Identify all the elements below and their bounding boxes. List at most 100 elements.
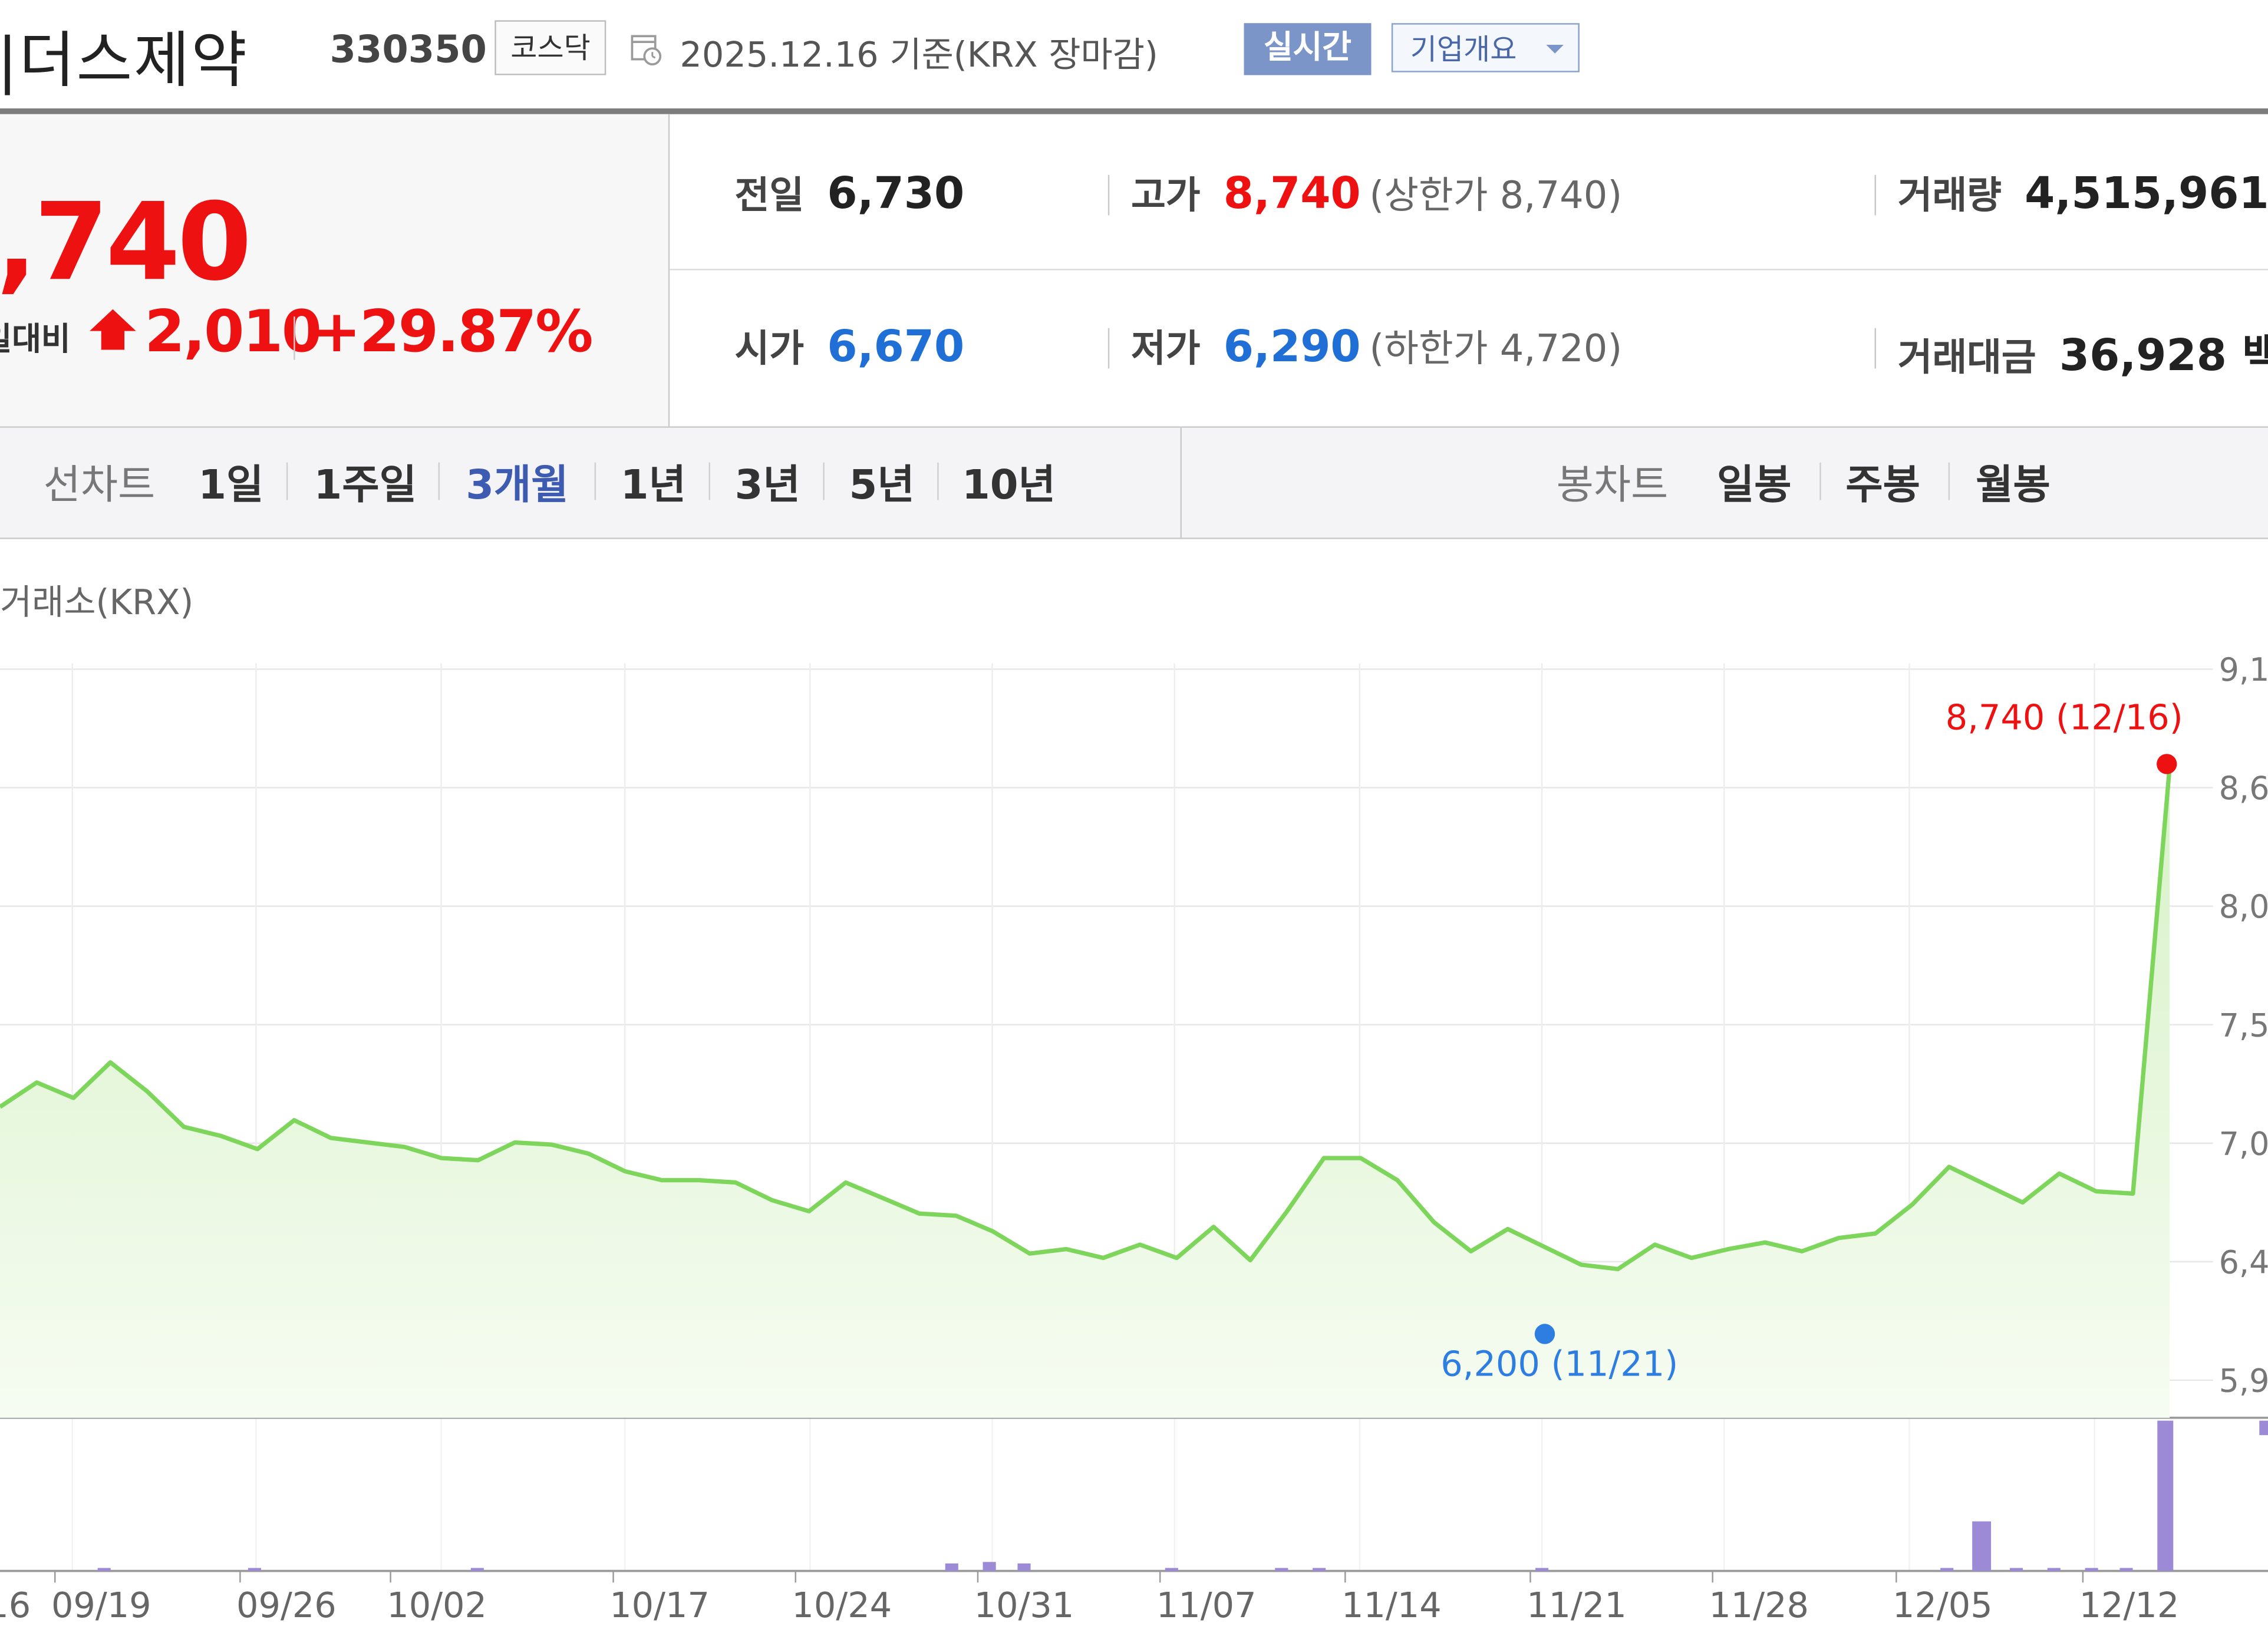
candle-chart-label: 봉차트 xyxy=(1556,461,1669,509)
stat-separator xyxy=(1874,174,1876,216)
line-chart-label: 선차트 xyxy=(43,461,156,509)
change-label: 일대비 xyxy=(0,322,71,359)
realtime-button[interactable]: 실시간 xyxy=(1244,23,1372,75)
volume-bar xyxy=(1165,1568,1178,1571)
chevron-down-icon xyxy=(1546,45,1564,54)
price-chart: 9,1 8,6 8,0 7,5 7,0 6,4 5,9 8,740 (12/16) 6,200 … xyxy=(0,651,2268,1625)
x-tick-label: 10/17 xyxy=(609,1585,710,1625)
tab-10y[interactable]: 10년 xyxy=(961,461,1056,509)
low-price: 저가 6,290 (하한가 4,720) xyxy=(1131,319,1622,373)
volume-bar xyxy=(1940,1568,1954,1571)
x-tick-label: 09/19 xyxy=(51,1585,151,1625)
volume-bar xyxy=(2259,1420,2268,1436)
x-tick-label: 10/02 xyxy=(387,1585,487,1625)
y-tick-label: 7,5 xyxy=(2219,1007,2268,1044)
volume-bar xyxy=(983,1562,996,1571)
tab-separator xyxy=(937,462,939,500)
price-summary: 8,740 일대비 2,010 +29.87% 전일6,730 고가 8,740 (… xyxy=(0,114,2268,428)
volume-bar xyxy=(2157,1420,2174,1571)
volume-bar xyxy=(2085,1568,2098,1571)
change-value: 2,010 xyxy=(144,299,322,366)
stat-separator xyxy=(1107,328,1110,369)
high-marker xyxy=(2157,754,2177,774)
tab-3m[interactable]: 3개월 xyxy=(466,461,569,509)
tab-separator xyxy=(438,462,440,500)
tab-3y[interactable]: 3년 xyxy=(734,461,800,509)
low-label: 저가 xyxy=(1131,328,1201,372)
tab-weekly-candle[interactable]: 주봉 xyxy=(1845,461,1920,509)
x-tick-label: 10/31 xyxy=(974,1585,1074,1625)
prev-close-value: 6,730 xyxy=(827,169,965,220)
tab-1y[interactable]: 1년 xyxy=(620,461,686,509)
stock-header: |더스제약 330350 코스닥 2025.12.16 기준(KRX 장마감) … xyxy=(0,0,2268,110)
price-chart-area: 거래소(KRX) 9,1 8,6 8,0 7,5 7,0 6,4 5,9 8,740 (12/… xyxy=(0,539,2268,1636)
stat-separator xyxy=(1107,174,1110,216)
y-tick-label: 8,6 xyxy=(2219,770,2268,807)
change-percent: +29.87% xyxy=(312,299,593,366)
calendar-clock-icon xyxy=(631,35,662,65)
current-price: 8,740 xyxy=(0,180,252,305)
base-date: 2025.12.16 기준(KRX 장마감) xyxy=(680,34,1158,75)
x-tick-label: 11/07 xyxy=(1156,1585,1257,1625)
tab-separator xyxy=(823,462,825,500)
high-price: 고가 8,740 (상한가 8,740) xyxy=(1131,166,1622,220)
market-badge: 코스닥 xyxy=(495,20,606,75)
volume-bar xyxy=(470,1568,484,1571)
open-value: 6,670 xyxy=(827,322,965,373)
stock-name: |더스제약 xyxy=(0,24,249,95)
tab-5y[interactable]: 5년 xyxy=(849,461,915,509)
low-annotation: 6,200 (11/21) xyxy=(1440,1344,1678,1384)
open-price: 시가 6,670 xyxy=(735,319,965,373)
stock-code: 330350 xyxy=(329,29,487,72)
change-separator xyxy=(294,316,295,360)
x-tick-label: 11/28 xyxy=(1709,1585,1809,1625)
tab-daily-candle[interactable]: 일봉 xyxy=(1717,461,1792,509)
high-label: 고가 xyxy=(1131,174,1201,219)
low-value: 6,290 xyxy=(1223,322,1361,373)
tab-separator xyxy=(708,462,710,500)
volume-value: 4,515,961 xyxy=(2025,169,2268,220)
open-label: 시가 xyxy=(734,328,805,372)
stat-row-divider xyxy=(670,269,2268,271)
up-arrow-icon xyxy=(90,309,136,350)
tab-group-divider xyxy=(1180,427,1182,538)
volume-label: 거래량 xyxy=(1897,174,2002,219)
price-line xyxy=(0,766,2172,1272)
x-tick-label: 11/14 xyxy=(1341,1585,1442,1625)
volume-bar xyxy=(248,1568,261,1571)
y-tick-label: 9,1 xyxy=(2219,651,2268,688)
high-annotation: 8,740 (12/16) xyxy=(1946,697,2183,738)
tab-1d[interactable]: 1일 xyxy=(198,461,264,509)
x-tick-label: 10/24 xyxy=(792,1585,892,1625)
x-tick-label: 11/21 xyxy=(1527,1585,1627,1625)
prev-close: 전일 6,730 xyxy=(735,166,965,220)
y-tick-label: 6,4 xyxy=(2219,1244,2268,1281)
lower-limit: (하한가 4,720) xyxy=(1369,328,1623,372)
current-price-box: 8,740 일대비 2,010 +29.87% xyxy=(0,114,670,427)
tab-separator xyxy=(1948,462,1950,500)
tab-separator xyxy=(594,462,596,500)
y-tick-label: 5,9 xyxy=(2219,1363,2268,1400)
tab-1w[interactable]: 1주일 xyxy=(314,461,417,509)
price-area-fill xyxy=(0,767,2170,1418)
x-tick-label: 12/12 xyxy=(2079,1585,2180,1625)
tab-monthly-candle[interactable]: 월봉 xyxy=(1976,461,2051,509)
low-marker xyxy=(1534,1324,1555,1344)
y-tick-label: 7,0 xyxy=(2219,1125,2268,1162)
company-overview-dropdown[interactable]: 기업개요 xyxy=(1391,23,1580,72)
x-tick-label: 16 xyxy=(0,1585,31,1625)
header-divider xyxy=(0,108,2268,114)
volume-bar xyxy=(1313,1568,1326,1571)
exchange-label: 거래소(KRX) xyxy=(0,582,194,623)
volume-bar xyxy=(1017,1563,1031,1571)
volume-bar xyxy=(2009,1568,2023,1571)
chart-range-tabs: 선차트 1일 1주일 3개월 1년 3년 5년 10년 봉차트 일봉 주봉 월봉 xyxy=(0,427,2268,539)
volume-bar xyxy=(1972,1521,1992,1571)
volume-bar xyxy=(2119,1568,2133,1571)
y-tick-label: 8,0 xyxy=(2219,888,2268,925)
stat-separator xyxy=(1874,328,1876,369)
volume-bar xyxy=(945,1563,958,1571)
high-value: 8,740 xyxy=(1223,169,1361,220)
volume-bar xyxy=(1535,1568,1549,1571)
